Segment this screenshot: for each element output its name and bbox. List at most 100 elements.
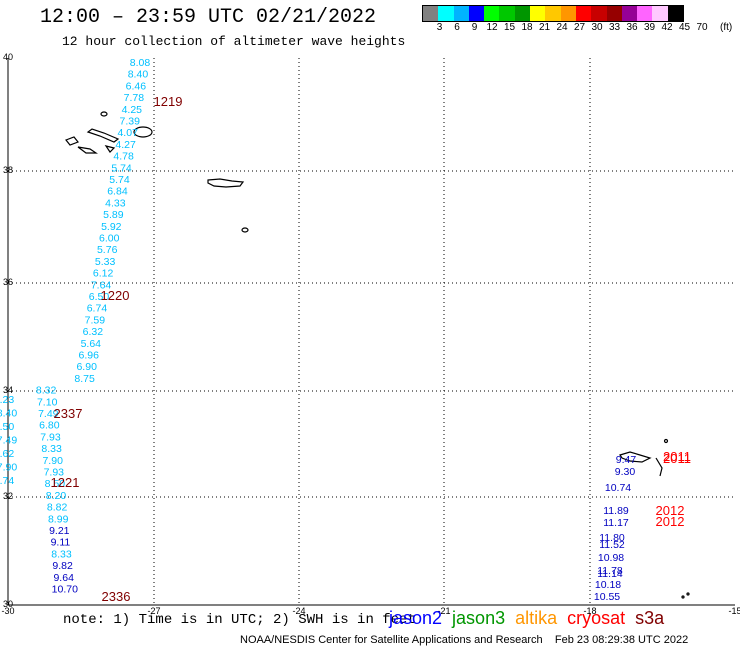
lat-label: 40: [3, 52, 13, 62]
time-label: 2012: [656, 503, 685, 518]
lon-label: -15: [728, 606, 740, 616]
swh-value: 7.64: [91, 279, 112, 291]
swh-value: 9.11: [51, 537, 71, 549]
swh-value: 5.33: [95, 256, 116, 268]
swh-value: 8.99: [48, 513, 69, 525]
time-label: 1219: [154, 94, 183, 109]
time-label: 1220: [101, 288, 130, 303]
chart-title: 12:00 – 23:59 UTC 02/21/2022: [40, 6, 377, 29]
swh-value: 7.39: [120, 116, 141, 128]
satellite-name: altika: [515, 608, 558, 628]
legend-label: 70: [696, 22, 708, 33]
swh-value: 8.40: [128, 69, 149, 81]
swh-value: 7.23: [0, 394, 14, 406]
swh-value: 9.64: [53, 572, 74, 584]
swh-value: 10.70: [52, 584, 78, 596]
legend-swatch: [514, 6, 531, 21]
legend-label: 27: [573, 22, 586, 33]
swh-value: 5.89: [103, 209, 124, 221]
satellite-name: cryosat: [567, 608, 626, 628]
swh-value: 7.62: [0, 448, 14, 460]
swh-value: 6.96: [79, 350, 100, 362]
lat-label: 38: [3, 165, 13, 175]
lat-labels: 40 38 36 34 32 30: [3, 52, 13, 609]
lon-labels: -30 -27 -24 -21 -18 -15: [1, 606, 740, 616]
legend-swatch: [468, 6, 485, 21]
time-label: 2336: [102, 589, 131, 604]
legend-swatch: [545, 6, 561, 21]
swh-value: 7.90: [0, 462, 17, 474]
swh-value: 7.93: [44, 467, 65, 479]
legend-swatch: [423, 6, 439, 21]
chart-subtitle: 12 hour collection of altimeter wave hei…: [62, 34, 406, 49]
legend-swatch: [606, 6, 622, 21]
swh-value: 8.75: [74, 373, 95, 385]
legend-label: 6: [454, 22, 460, 33]
swh-value: 6.32: [83, 326, 104, 338]
legend-swatch: [484, 6, 500, 21]
lon-label: -24: [292, 606, 305, 616]
swh-value: 7.93: [40, 431, 61, 443]
lon-label: -27: [147, 606, 160, 616]
legend-swatch: [453, 6, 469, 21]
legend-label: 36: [626, 22, 638, 33]
satellite-name: jason3: [452, 608, 506, 628]
swh-value: 5.64: [81, 338, 102, 350]
legend-labels: 3 6 9 12 15 18 21 24 27 30 33 36 39 42 45 70: [422, 22, 740, 34]
swh-value: 8.40: [0, 408, 17, 420]
swh-value: 4.78: [113, 151, 134, 163]
swh-value: 11.52: [599, 539, 625, 551]
legend-swatch: [652, 6, 668, 21]
swh-value: 6.84: [107, 186, 128, 198]
swh-value: 7.78: [124, 92, 145, 104]
legend-swatch: [560, 6, 576, 21]
swh-value: 11.17: [603, 517, 629, 529]
legend-label: 12: [486, 22, 498, 33]
swh-value: 7.10: [37, 396, 58, 408]
frame: [7, 58, 735, 606]
swh-value: 6.46: [126, 80, 147, 92]
legend-label: 30: [591, 22, 603, 33]
swh-value: 4.07: [117, 127, 138, 139]
swh-value: 6.12: [93, 268, 114, 280]
legend-swatch: [637, 6, 653, 21]
legend-label: 18: [521, 22, 533, 33]
satellite-legend: jason2 jason3 altika cryosat s3a: [389, 608, 674, 629]
swh-value: 8.33: [41, 443, 62, 455]
swh-value: 5.74: [111, 162, 132, 174]
legend-label: 33: [608, 22, 621, 33]
lat-label: 34: [3, 385, 13, 395]
legend-swatch: [621, 6, 638, 21]
swh-value: 5.76: [97, 244, 118, 256]
color-legend: [422, 5, 685, 22]
credit-line: NOAA/NESDIS Center for Satellite Applica…: [240, 634, 689, 646]
lat-label: 32: [3, 491, 13, 501]
swh-value: 10.74: [605, 482, 631, 494]
swh-value: 8.50: [0, 421, 14, 433]
swh-value: 6.90: [76, 361, 97, 373]
legend-swatch: [438, 6, 454, 21]
coastline-azores: [65, 111, 249, 233]
coastline-canaries: [619, 438, 690, 599]
legend-swatch: [575, 6, 592, 21]
legend-swatch: [591, 6, 607, 21]
lat-label: 30: [3, 599, 13, 609]
lon-label: -18: [583, 606, 596, 616]
lat-label: 36: [3, 277, 13, 287]
swh-value: 5.74: [109, 174, 130, 186]
swh-value: 10.55: [594, 591, 620, 603]
swh-value: 11.89: [603, 505, 629, 517]
lon-label: -30: [1, 606, 14, 616]
swh-value: 4.27: [115, 139, 136, 151]
legend-swatch: [530, 6, 546, 21]
time-label: 2337: [54, 406, 83, 421]
swh-value: 8.32: [36, 385, 57, 397]
swh-value: 6.80: [39, 420, 60, 432]
swh-value: 8.08: [130, 57, 151, 69]
legend-label: 3: [436, 22, 443, 33]
time-label: 1221: [51, 475, 80, 490]
swh-value: 4.33: [105, 197, 126, 209]
swh-value: 8.82: [47, 502, 68, 514]
